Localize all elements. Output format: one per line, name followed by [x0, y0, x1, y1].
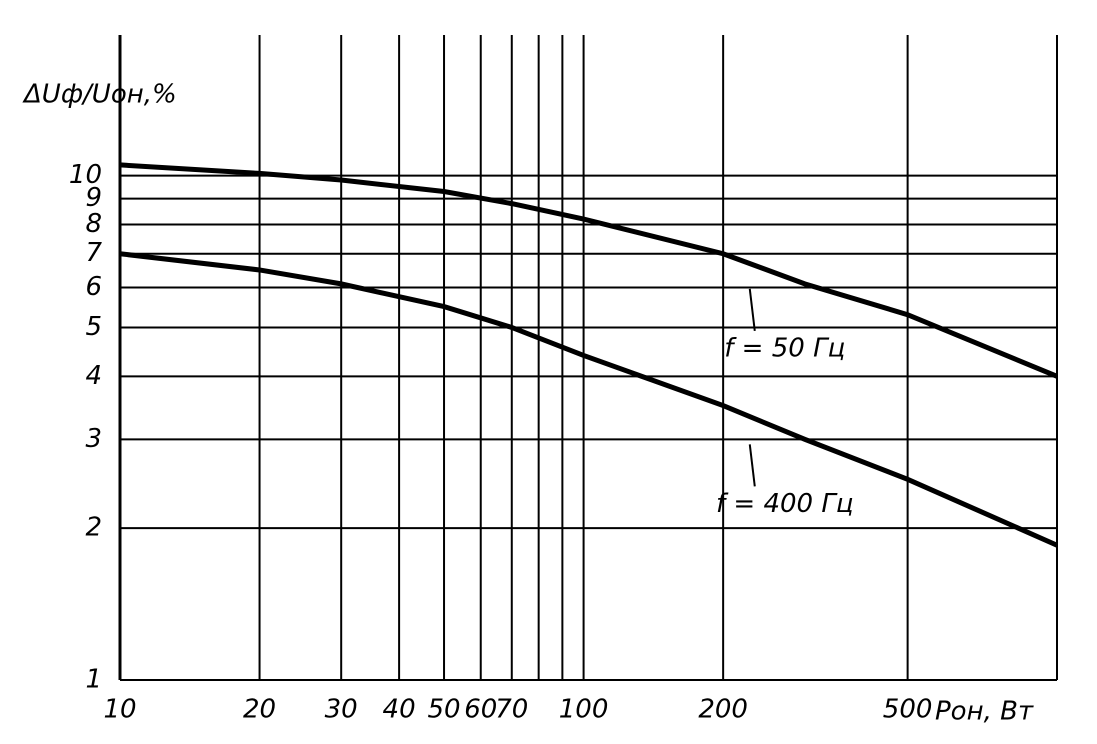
x-axis-label: Pон, Вт — [935, 697, 1034, 727]
x-tick-label: 200 — [698, 695, 748, 725]
y-tick-label: 3 — [85, 424, 102, 454]
y-tick-label: 2 — [85, 513, 102, 543]
data-line — [119, 162, 1058, 379]
leader-line — [748, 288, 756, 331]
x-tick-label: 30 — [325, 695, 358, 725]
x-tick-label: 10 — [103, 695, 136, 725]
data-line — [119, 251, 1059, 548]
legend-label: f = 400 Гц — [716, 489, 854, 519]
x-tick-label: 40 — [383, 695, 416, 725]
x-tick-label: 20 — [243, 695, 276, 725]
y-tick-label: 6 — [85, 272, 102, 302]
y-tick-label: 8 — [85, 209, 102, 239]
y-tick-label: 4 — [85, 361, 102, 391]
x-tick-label: 70 — [495, 695, 528, 725]
leader-line — [748, 444, 756, 487]
y-tick-label: 10 — [69, 160, 102, 190]
y-tick-label: 5 — [85, 312, 102, 342]
y-axis-label: ΔUф/Uон,% — [22, 80, 177, 110]
x-tick-label: 50 — [427, 695, 460, 725]
y-tick-label: 9 — [85, 183, 102, 213]
x-tick-label: 60 — [464, 695, 497, 725]
y-tick-label: 1 — [85, 665, 102, 695]
legend-label: f = 50 Гц — [724, 333, 845, 363]
y-tick-label: 7 — [85, 238, 102, 268]
x-tick-label: 500 — [883, 695, 933, 725]
x-tick-label: 100 — [559, 695, 609, 725]
